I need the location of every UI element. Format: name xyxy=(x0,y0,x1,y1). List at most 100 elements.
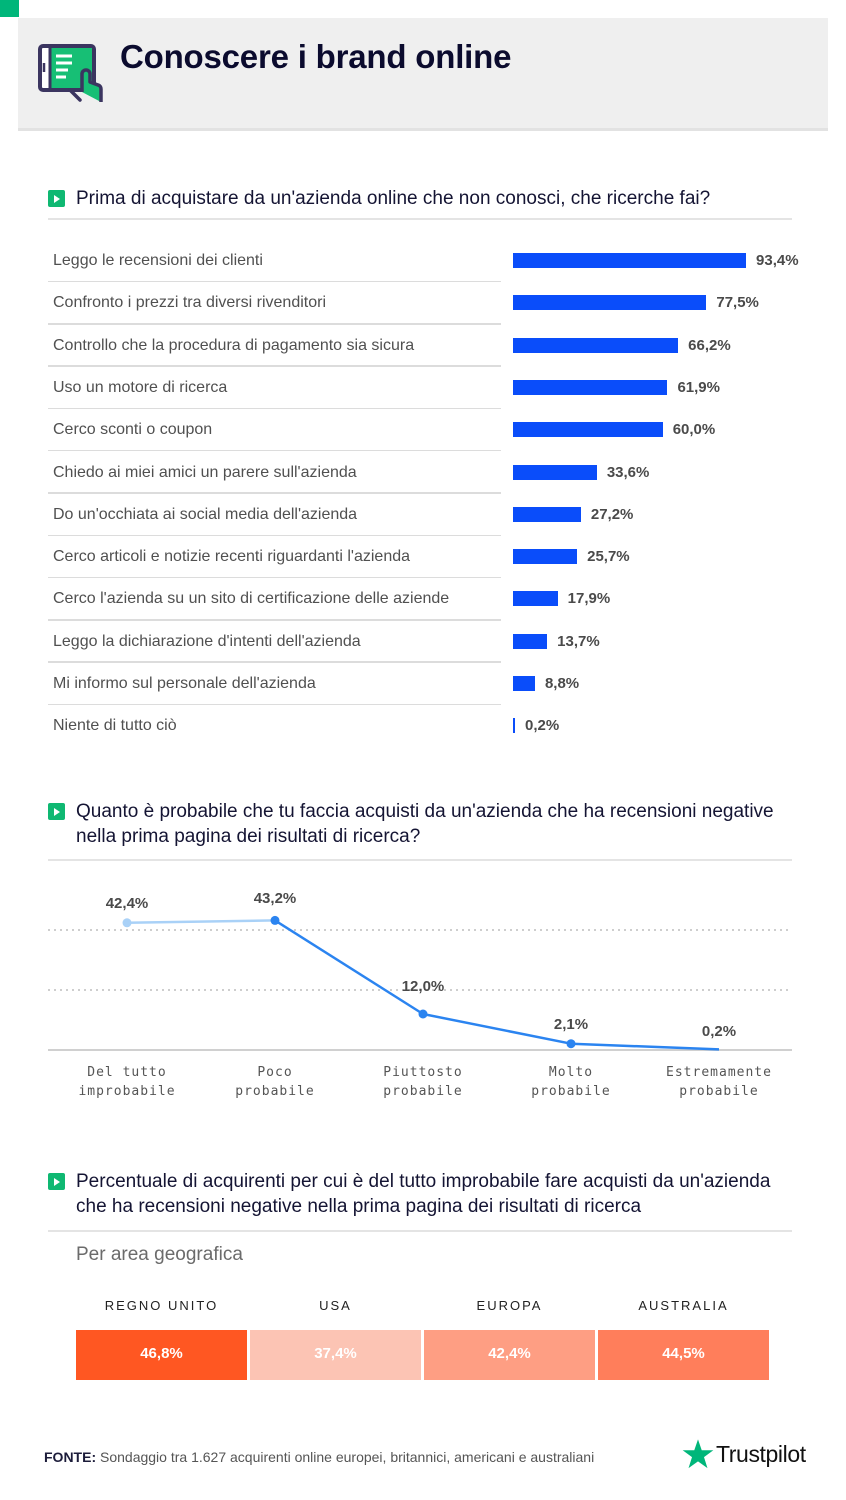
bar-row: Confronto i prezzi tra diversi rivendito… xyxy=(0,282,846,325)
line-chart-svg xyxy=(48,915,792,1051)
trustpilot-logo: Trustpilot xyxy=(682,1436,806,1472)
bar xyxy=(513,337,679,353)
bar-row: Uso un motore di ricerca 61,9% xyxy=(0,367,846,410)
bar xyxy=(513,718,515,734)
geo-region: REGNO UNITO 46,8% xyxy=(76,1294,247,1382)
question-1-heading: Prima di acquistare da un'azienda online… xyxy=(48,186,792,211)
bar xyxy=(513,549,578,565)
region-value: 46,8% xyxy=(140,1345,183,1362)
bar-category-label: Cerco articoli e notizie recenti riguard… xyxy=(53,548,411,566)
bar-value-label: 0,2% xyxy=(525,717,560,735)
bar-category-label: Leggo la dichiarazione d'intenti dell'az… xyxy=(53,632,361,650)
geo-table: REGNO UNITO 46,8% USA 37,4% EUROPA 42,4% AUSTR… xyxy=(76,1294,770,1382)
row-divider xyxy=(48,365,501,367)
corner-accent xyxy=(0,0,19,17)
bar xyxy=(513,253,747,268)
region-value-box: 46,8% xyxy=(76,1330,247,1380)
bar-row: Leggo la dichiarazione d'intenti dell'az… xyxy=(0,621,846,663)
region-value: 44,5% xyxy=(662,1345,705,1362)
region-value-box: 42,4% xyxy=(424,1330,595,1380)
x-category-label: Del tutto improbabile xyxy=(78,1065,176,1099)
bar-row: Leggo le recensioni dei clienti 93,4% xyxy=(0,240,846,283)
divider xyxy=(48,859,792,861)
play-bullet-icon xyxy=(48,190,65,207)
bar-value-label: 27,2% xyxy=(590,505,634,523)
region-name: REGNO UNITO xyxy=(104,1298,219,1313)
bar-value-label: 77,5% xyxy=(716,294,759,312)
bar-value-label: 60,0% xyxy=(672,421,716,439)
bar-category-label: Mi informo sul personale dell'azienda xyxy=(53,675,316,692)
play-bullet-icon xyxy=(48,1173,65,1190)
source-text: Sondaggio tra 1.627 acquirenti online eu… xyxy=(100,1449,595,1465)
row-divider xyxy=(48,661,501,663)
row-divider xyxy=(48,576,501,579)
question-1-text: Prima di acquistare da un'azienda online… xyxy=(76,188,711,209)
trustpilot-wordmark: Trustpilot xyxy=(716,1440,806,1467)
source-note: FONTE: Sondaggio tra 1.627 acquirenti on… xyxy=(44,1449,594,1465)
line-segment xyxy=(570,1042,720,1051)
geo-subtitle: Per area geografica xyxy=(76,1244,243,1265)
region-value: 37,4% xyxy=(314,1345,357,1362)
point-value-label: 42,4% xyxy=(105,894,149,912)
x-category-label: Estremamente probabile xyxy=(666,1065,772,1099)
bar xyxy=(513,295,707,311)
geo-region: USA 37,4% xyxy=(250,1294,421,1382)
row-divider xyxy=(48,703,501,706)
region-value-box: 37,4% xyxy=(250,1330,421,1380)
bar-value-label: 8,8% xyxy=(544,675,580,692)
row-divider xyxy=(48,323,501,325)
region-name: USA xyxy=(319,1298,352,1313)
question-3-text: Percentuale di acquirenti per cui è del … xyxy=(76,1171,771,1217)
bar-row: Chiedo ai miei amici un parere sull'azie… xyxy=(0,452,846,494)
bar-category-label: Confronto i prezzi tra diversi rivendito… xyxy=(53,294,326,312)
question-2-heading: Quanto è probabile che tu faccia acquist… xyxy=(48,799,792,849)
point-value-label: 43,2% xyxy=(253,890,297,908)
bar-category-label: Do un'occhiata ai social media dell'azie… xyxy=(53,505,358,523)
bar xyxy=(513,506,581,522)
bar-category-label: Cerco l'azienda su un sito di certificaz… xyxy=(53,590,450,608)
question-2-text: Quanto è probabile che tu faccia acquist… xyxy=(76,801,774,847)
region-name: AUSTRALIA xyxy=(638,1298,729,1313)
x-category-label: Poco probabile xyxy=(235,1065,315,1099)
row-divider xyxy=(48,407,501,410)
bar-row: Cerco l'azienda su un sito di certificaz… xyxy=(0,578,846,621)
bar-category-label: Niente di tutto ciò xyxy=(53,717,177,735)
bar-row: Cerco articoli e notizie recenti riguard… xyxy=(0,536,846,579)
point-value-label: 0,2% xyxy=(701,1023,737,1041)
play-bullet-icon xyxy=(48,803,65,820)
point-value-label: 12,0% xyxy=(401,978,445,995)
bar-value-label: 61,9% xyxy=(677,378,720,396)
line-chart: 42,4% Del tutto improbabile 43,2% Poco prob… xyxy=(0,880,846,1120)
row-divider xyxy=(48,619,501,621)
bar xyxy=(513,464,597,480)
data-point xyxy=(566,1039,576,1049)
question-3-heading: Percentuale di acquirenti per cui è del … xyxy=(48,1169,792,1219)
bar-row: Niente di tutto ciò 0,2% xyxy=(0,705,846,747)
bar-row: Controllo che la procedura di pagamento … xyxy=(0,325,846,367)
row-divider xyxy=(48,534,501,537)
data-point xyxy=(270,915,280,925)
bar-value-label: 17,9% xyxy=(567,590,611,608)
bar-category-label: Controllo che la procedura di pagamento … xyxy=(53,336,415,354)
bar-value-label: 93,4% xyxy=(756,252,799,269)
bar-row: Cerco sconti o coupon 60,0% xyxy=(0,409,846,452)
region-name: EUROPA xyxy=(476,1298,543,1313)
point-value-label: 2,1% xyxy=(553,1015,589,1033)
bar xyxy=(513,633,548,649)
geo-region: EUROPA 42,4% xyxy=(424,1294,595,1382)
bar-value-label: 25,7% xyxy=(587,548,630,566)
page-title: Conoscere i brand online xyxy=(120,38,512,75)
bar xyxy=(513,676,535,691)
x-category-label: Molto probabile xyxy=(531,1065,611,1099)
page-header: Conoscere i brand online xyxy=(18,18,828,131)
bar-value-label: 66,2% xyxy=(688,336,731,354)
bar-category-label: Leggo le recensioni dei clienti xyxy=(53,252,263,269)
x-category-label: Piuttosto probabile xyxy=(383,1065,463,1099)
geo-region: AUSTRALIA 44,5% xyxy=(598,1294,769,1382)
region-value-box: 44,5% xyxy=(598,1330,769,1380)
region-value: 42,4% xyxy=(488,1345,531,1362)
bar-chart: Leggo le recensioni dei clienti 93,4% Conf… xyxy=(0,240,846,750)
line-segment xyxy=(422,1012,572,1045)
bar-row: Do un'occhiata ai social media dell'azie… xyxy=(0,494,846,537)
bar xyxy=(513,379,668,395)
